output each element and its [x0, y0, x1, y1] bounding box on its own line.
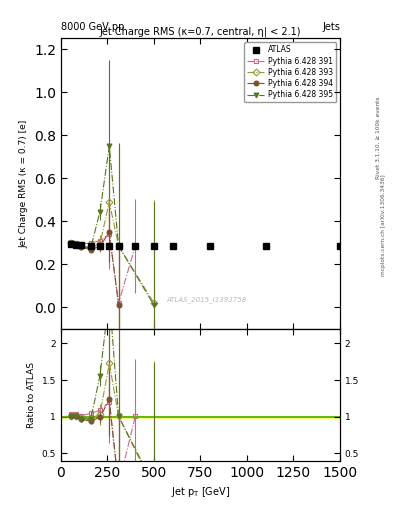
Legend: ATLAS, Pythia 6.428 391, Pythia 6.428 393, Pythia 6.428 394, Pythia 6.428 395: ATLAS, Pythia 6.428 391, Pythia 6.428 39…: [244, 42, 336, 102]
Text: mcplots.cern.ch [arXiv:1306.3436]: mcplots.cern.ch [arXiv:1306.3436]: [381, 175, 386, 276]
Text: 8000 GeV pp: 8000 GeV pp: [61, 22, 124, 32]
Text: Jets: Jets: [322, 22, 340, 32]
X-axis label: Jet p$_\mathrm{T}$ [GeV]: Jet p$_\mathrm{T}$ [GeV]: [171, 485, 230, 499]
Title: Jet Charge RMS (κ=0.7, central, η| < 2.1): Jet Charge RMS (κ=0.7, central, η| < 2.1…: [100, 26, 301, 37]
Y-axis label: Ratio to ATLAS: Ratio to ATLAS: [27, 362, 36, 428]
Text: ATLAS_2015_I1393758: ATLAS_2015_I1393758: [166, 296, 246, 303]
Text: Rivet 3.1.10, ≥ 100k events: Rivet 3.1.10, ≥ 100k events: [376, 97, 380, 180]
Y-axis label: Jet Charge RMS (κ = 0.7) [e]: Jet Charge RMS (κ = 0.7) [e]: [20, 119, 29, 248]
